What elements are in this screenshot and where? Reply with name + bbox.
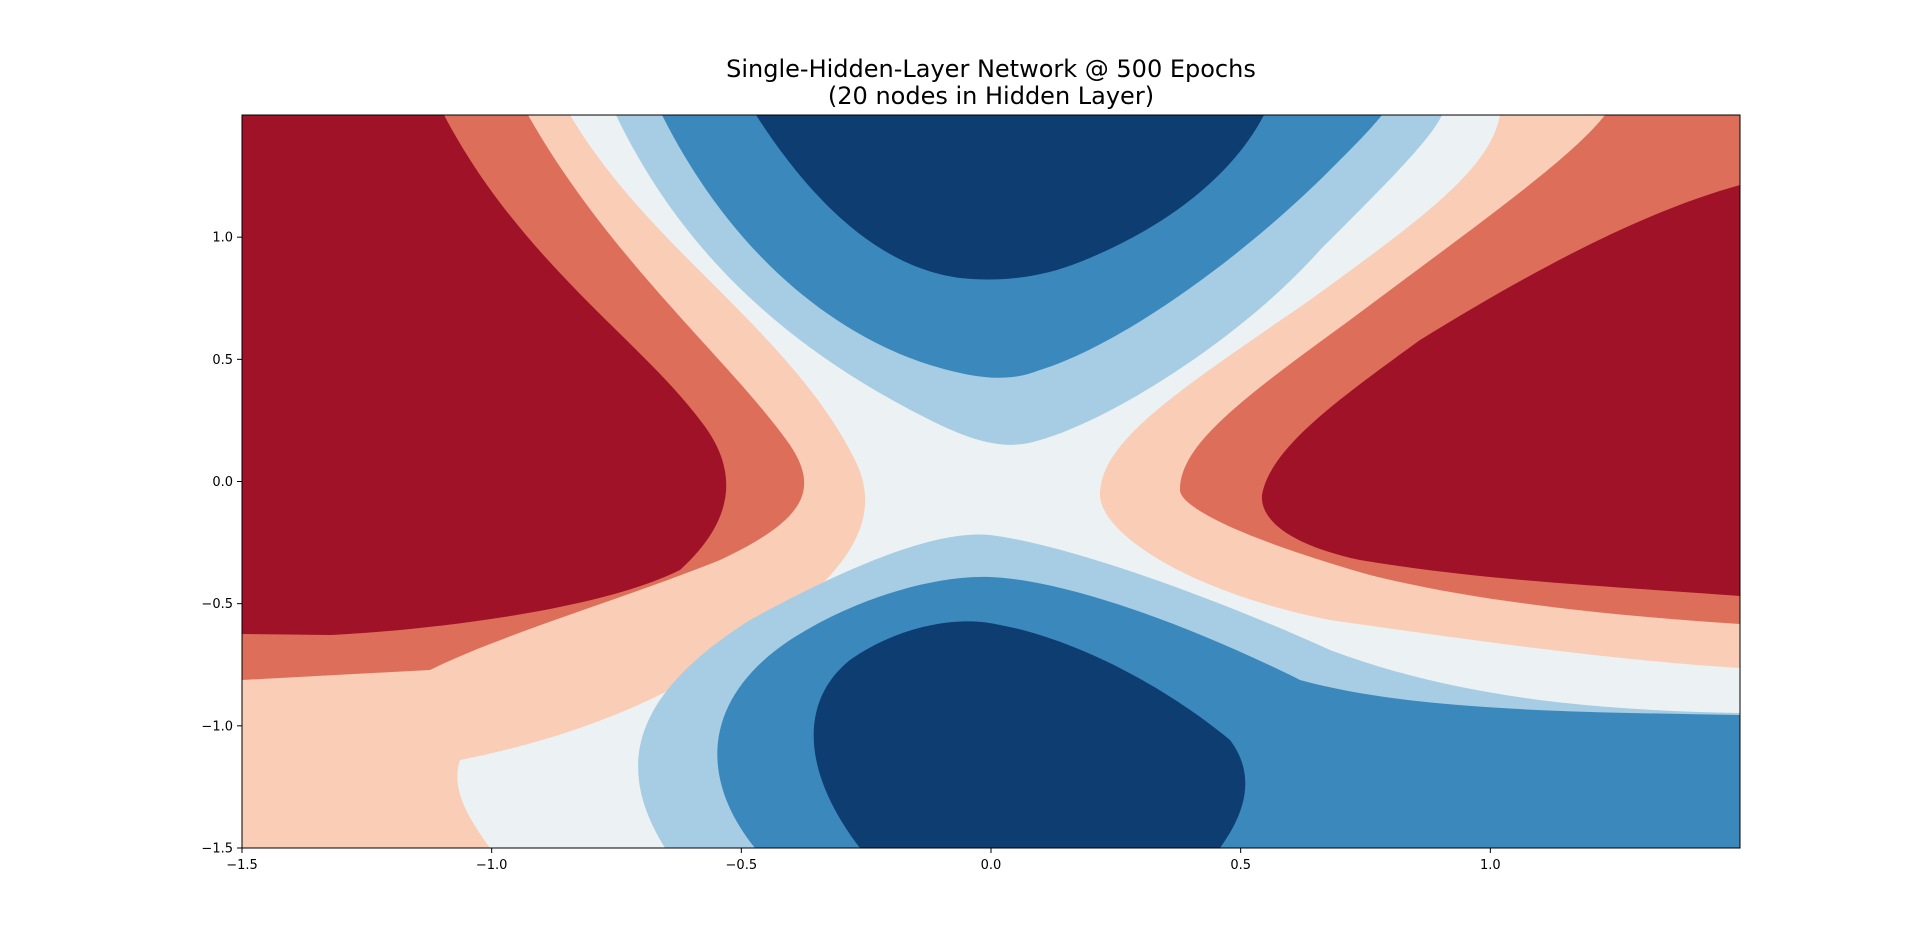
x-axis: −1.5 −1.0 −0.5 0.0 0.5 1.0 [226, 848, 1501, 873]
contour-band-navy-bottom [813, 621, 1246, 848]
x-tick-label: −0.5 [726, 858, 758, 873]
contour-band-red-left [242, 115, 727, 635]
x-tick-label: 0.0 [981, 858, 1002, 873]
x-tick-label: 1.0 [1480, 858, 1501, 873]
x-tick-label: −1.0 [476, 858, 508, 873]
chart-subtitle: (20 nodes in Hidden Layer) [828, 82, 1154, 110]
y-tick-label: −1.5 [201, 842, 233, 857]
y-tick-label: 0.5 [212, 353, 233, 368]
x-tick-label: 0.5 [1230, 858, 1251, 873]
y-axis: −1.5 −1.0 −0.5 0.0 0.5 1.0 [201, 231, 242, 857]
contour-band-red-right [1261, 185, 1740, 596]
y-tick-label: −0.5 [201, 597, 233, 612]
y-tick-label: 0.0 [212, 475, 233, 490]
contour-plot-area [242, 115, 1740, 848]
chart-title: Single-Hidden-Layer Network @ 500 Epochs [726, 55, 1256, 83]
contour-band-navy-top [756, 115, 1264, 280]
x-tick-label: −1.5 [226, 858, 258, 873]
y-tick-label: −1.0 [201, 719, 233, 734]
y-tick-label: 1.0 [212, 231, 233, 246]
